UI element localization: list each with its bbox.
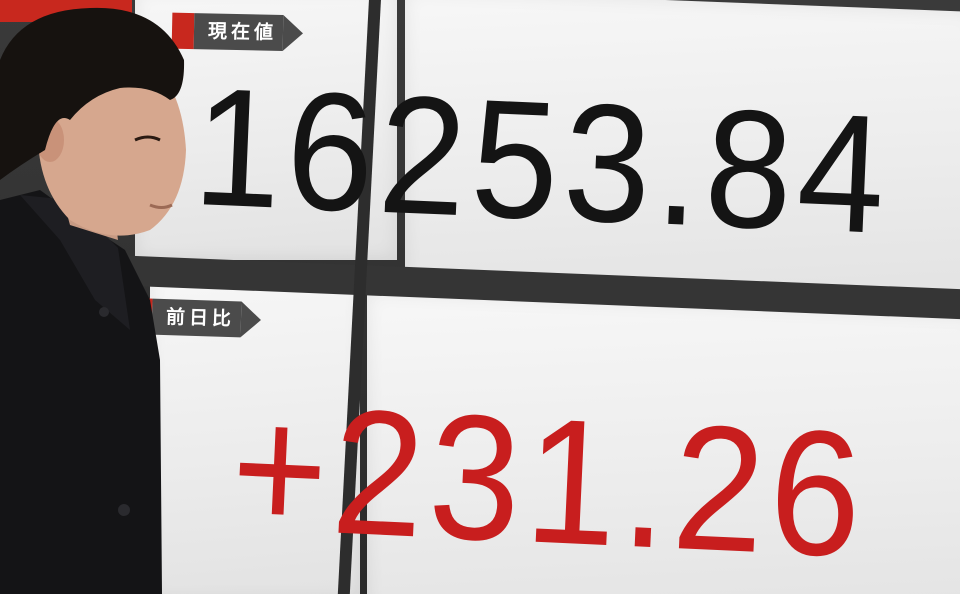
change-value: +231.26 — [227, 367, 872, 594]
current-index-value: 16253.84 — [190, 52, 895, 270]
tag-arrow-icon — [240, 301, 262, 339]
current-value-label: 現在値 — [193, 13, 284, 51]
pedestrian-figure — [0, 7, 186, 594]
tag-arrow-icon — [282, 14, 304, 52]
